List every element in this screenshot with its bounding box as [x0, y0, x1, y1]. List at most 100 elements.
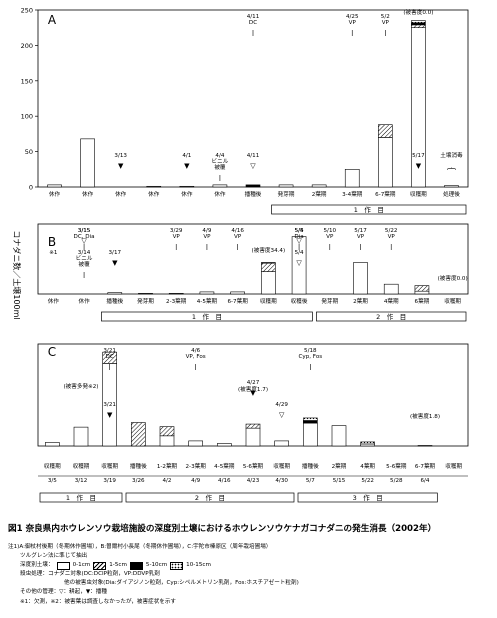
- annotation-label: 4/6: [191, 348, 200, 354]
- note-line-5: 他の被害虫対象(Dia:ダイアジノン粒剤，Cyp:シペルメトリン乳剤，Fos:ホ…: [64, 580, 299, 587]
- crop-period-bar: [125, 492, 295, 503]
- bar-segment: [411, 22, 426, 26]
- category-label: 休作: [148, 190, 160, 198]
- bar-segment: [274, 440, 289, 447]
- category-label: 収穫後: [291, 297, 308, 305]
- annotation-label: Dia: [294, 234, 303, 240]
- bar-segment: [417, 445, 433, 447]
- crop-period-bar: [316, 311, 467, 322]
- category-label: 2-3葉期: [186, 462, 207, 470]
- date-label: 4/2: [162, 478, 171, 484]
- category-label: 2葉期: [353, 297, 368, 305]
- crop-period-bar: [271, 204, 467, 215]
- category-label: 休作: [181, 190, 193, 198]
- annotation-label: 4/9: [202, 228, 211, 234]
- annotation-label: 5/4: [295, 250, 304, 256]
- annotation-label: 5/17: [412, 153, 425, 159]
- crop-period-label: 1 作 目: [66, 493, 96, 502]
- bar-segment: [217, 443, 232, 447]
- annotation-label: VP: [388, 234, 396, 240]
- date-label: 3/19: [103, 478, 116, 484]
- category-label: 発芽期: [321, 297, 338, 305]
- bar-segment: [179, 185, 195, 188]
- date-label: 5/28: [390, 478, 403, 484]
- bar-segment: [444, 185, 459, 188]
- category-label: 播種後: [245, 190, 262, 198]
- annotation-label: 3/15: [78, 228, 91, 234]
- panel-letter: C: [48, 345, 56, 359]
- bar-segment: [303, 420, 318, 424]
- y-axis-label: コナダニ数／土壌100ml: [12, 230, 22, 319]
- annotation-label: VP: [382, 20, 390, 26]
- annotation-label: (被害度0.0): [438, 274, 468, 282]
- category-label: 休作: [115, 190, 127, 198]
- annotation-label: 4/11: [247, 14, 260, 20]
- legend-label: 10-15cm: [186, 562, 211, 569]
- crop-period-bar: [297, 492, 438, 503]
- bar-segment: [378, 137, 393, 188]
- legend-label: 0-1cm: [72, 562, 91, 569]
- bar-segment: [353, 262, 368, 295]
- annotation-label: 3/15: [78, 228, 91, 234]
- annotation-label: 被覆: [78, 260, 90, 268]
- depth-legend-title: 深度別土壌：: [20, 562, 54, 569]
- annotation-label: 4/16: [231, 228, 244, 234]
- annotation-label: (被害度1.8): [410, 412, 440, 420]
- category-label: 休作: [82, 190, 94, 198]
- bar-segment: [378, 124, 393, 138]
- date-label: 5/7: [306, 478, 315, 484]
- date-label: 3/12: [75, 478, 88, 484]
- panel-A: A 0 50 100 150 200 250 休作 休作 休作 休作 休作 休作 播種後 発芽期 2葉期 3-4…: [21, 7, 469, 215]
- note-line-1: 注1)A:御杖村後期（冬期休作圃場），B:曽爾村小長尾（冬期休作圃場），C:宇陀…: [8, 544, 272, 550]
- figure-notes: 注1)A:御杖村後期（冬期休作圃場），B:曽爾村小長尾（冬期休作圃場），C:宇陀…: [8, 543, 493, 607]
- annotation-mark: ▽: [250, 162, 256, 170]
- category-label: 処理後: [443, 190, 460, 198]
- annotation-label: 3/17: [109, 250, 122, 256]
- date-label: 4/30: [275, 478, 288, 484]
- bar-segment: [45, 442, 60, 447]
- panel-B: B 休作 休作 播種後 発芽期 2-3葉期 4-5葉期 6-7葉期 収穫期 収穫後 発芽期 2葉期 4葉…: [37, 223, 469, 322]
- annotation-label: 5/10: [324, 228, 337, 234]
- y-tick-label: 100: [21, 113, 33, 121]
- category-label: 播種後: [302, 462, 319, 470]
- crop-period-label: 3 作 目: [353, 493, 383, 502]
- crop-period-bar: [101, 311, 313, 322]
- y-tick-label: 200: [21, 42, 33, 50]
- figure-caption: 図1 奈良県内ホウレンソウ栽培施設の深度別土壌におけるホウレンソウケナガコナダニ…: [8, 524, 437, 534]
- bar-segment: [360, 443, 375, 447]
- annotation-label: ※1: [49, 250, 58, 256]
- annotation-label: 3/14: [78, 250, 91, 256]
- category-label: 4葉期: [384, 297, 399, 305]
- bar-segment: [291, 236, 307, 295]
- category-label: 2葉期: [332, 462, 347, 470]
- annotation-label: (被害度1.7): [238, 385, 268, 393]
- annotation-mark: ▼: [416, 162, 422, 170]
- y-tick-label: 50: [25, 148, 33, 156]
- category-label: 6-7葉期: [375, 190, 396, 198]
- annotation-mark: ▽: [296, 259, 302, 267]
- bar-segment: [414, 285, 430, 292]
- category-label: 休作: [49, 190, 61, 198]
- category-label: 収穫期: [73, 462, 90, 470]
- panel-letter: B: [48, 235, 56, 249]
- crop-period-label: 1 作 目: [354, 205, 384, 214]
- bar-segment: [344, 169, 360, 188]
- category-label: 2葉期: [312, 190, 327, 198]
- annotation-label: 3/13: [114, 153, 127, 159]
- annotation-label: 土壌消毒: [440, 151, 463, 159]
- annotation-label: VP: [173, 234, 181, 240]
- date-label: 5/22: [361, 478, 374, 484]
- annotation-label: VP: [203, 234, 211, 240]
- annotation-label: DC: [106, 354, 114, 360]
- panel-letter: A: [48, 13, 57, 27]
- annotation-mark: ▼: [250, 389, 256, 397]
- bar-segment: [138, 292, 153, 295]
- category-label: 収穫期: [273, 462, 290, 470]
- bar-segment: [245, 427, 261, 447]
- annotation-mark: ▽: [81, 237, 87, 245]
- annotation-mark: ▼: [107, 411, 113, 419]
- annotation-mark: ▽: [296, 237, 302, 245]
- bar-segment: [188, 440, 203, 447]
- category-label: 播種後: [130, 462, 147, 470]
